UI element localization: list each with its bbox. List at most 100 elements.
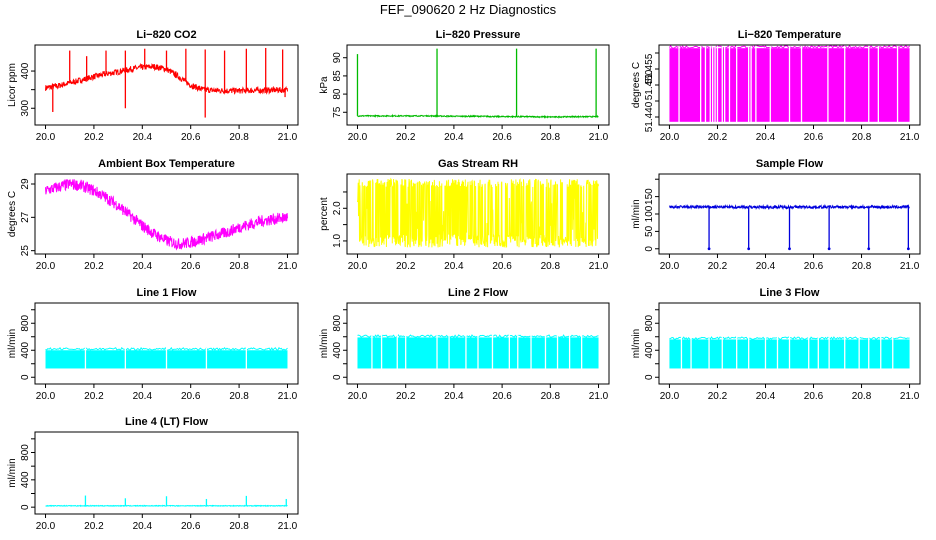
y-axis-label: degrees C xyxy=(7,191,18,237)
x-tick-label: 20.6 xyxy=(492,391,512,402)
x-tick-label: 20.2 xyxy=(84,391,104,402)
y-tick-label: 400 xyxy=(20,341,31,358)
y-tick-label: 50 xyxy=(644,225,655,237)
x-tick-label: 20.2 xyxy=(396,391,416,402)
panel-title: Line 4 (LT) Flow xyxy=(125,416,208,428)
x-tick-label: 20.4 xyxy=(756,132,776,143)
panel-10: Line 4 (LT) Flow 20.0 20.2 20.4 20.6 20.8 21.0… xyxy=(7,416,299,532)
x-tick-label: 20.0 xyxy=(348,132,368,143)
panel-7: Line 1 Flow 20.0 20.2 20.4 20.6 20.8 21.0 0 400 8… xyxy=(7,287,299,402)
y-tick-label: 800 xyxy=(332,314,343,331)
plot-frame xyxy=(34,173,299,255)
x-tick-label: 20.4 xyxy=(133,261,153,272)
x-tick-label: 20.2 xyxy=(708,261,728,272)
plot-area xyxy=(668,45,910,123)
x-tick-label: 20.8 xyxy=(852,132,872,143)
x-tick-label: 20.8 xyxy=(852,261,872,272)
y-tick-label: 800 xyxy=(20,444,31,461)
y-tick-label: 51.440 xyxy=(644,101,655,132)
y-axis-label: degrees C xyxy=(631,62,642,108)
y-tick-label: 29 xyxy=(20,178,31,190)
y-tick-label: 400 xyxy=(332,341,343,358)
data-point xyxy=(827,247,831,251)
y-axis-label: kPa xyxy=(319,76,330,94)
x-tick-label: 20.8 xyxy=(541,261,561,272)
plot-frame xyxy=(34,302,299,385)
x-tick-label: 21.0 xyxy=(278,521,298,532)
y-tick-label: 0 xyxy=(644,374,655,380)
y-tick-label: 51.450 xyxy=(644,69,655,100)
panel-title: Ambient Box Temperature xyxy=(98,158,235,170)
y-tick-label: 90 xyxy=(332,52,343,64)
x-tick-label: 21.0 xyxy=(589,391,609,402)
x-tick-label: 20.2 xyxy=(84,521,104,532)
data-point xyxy=(867,247,871,251)
y-tick-label: 100 xyxy=(644,205,655,222)
x-tick-label: 20.6 xyxy=(804,391,824,402)
x-tick-label: 20.8 xyxy=(541,132,561,143)
x-tick-label: 20.6 xyxy=(804,261,824,272)
y-tick-label: 25 xyxy=(20,245,31,257)
y-tick-label: 0 xyxy=(644,246,655,252)
x-tick-label: 20.0 xyxy=(36,521,56,532)
x-tick-label: 20.4 xyxy=(444,391,464,402)
y-tick-label: 400 xyxy=(20,471,31,488)
x-tick-label: 21.0 xyxy=(900,391,920,402)
x-tick-label: 21.0 xyxy=(900,261,920,272)
plot-frame xyxy=(34,431,299,515)
panel-title: Gas Stream RH xyxy=(438,158,518,170)
x-tick-label: 20.4 xyxy=(133,391,153,402)
data-point xyxy=(707,247,711,251)
y-axis-label: ml/min xyxy=(631,199,642,228)
x-tick-label: 20.2 xyxy=(708,132,728,143)
panel-2: Li−820 Pressure 20.0 20.2 20.4 20.6 20.8 21.0 7… xyxy=(319,29,610,143)
plot-area xyxy=(45,47,288,118)
data-series xyxy=(357,113,599,119)
x-tick-label: 21.0 xyxy=(900,132,920,143)
y-axis-label: ml/min xyxy=(7,458,18,487)
x-tick-label: 20.2 xyxy=(84,132,104,143)
y-tick-label: 1.0 xyxy=(332,234,343,248)
panel-9: Line 3 Flow 20.0 20.2 20.4 20.6 20.8 21.0 0 400 8… xyxy=(631,287,921,402)
x-tick-label: 20.6 xyxy=(492,132,512,143)
data-series xyxy=(357,177,599,248)
y-tick-label: 0 xyxy=(20,374,31,380)
x-tick-label: 20.0 xyxy=(660,132,680,143)
plot-area xyxy=(669,203,910,251)
panel-8: Line 2 Flow 20.0 20.2 20.4 20.6 20.8 21.0 0 400 8… xyxy=(319,287,610,402)
x-tick-label: 20.6 xyxy=(181,391,201,402)
plot-area xyxy=(45,495,288,508)
panel-title: Line 3 Flow xyxy=(760,287,820,299)
y-tick-label: 85 xyxy=(332,70,343,82)
plot-area xyxy=(357,334,599,370)
panel-title: Sample Flow xyxy=(756,158,824,170)
data-point xyxy=(906,247,910,251)
plot-frame xyxy=(658,302,921,385)
x-tick-label: 20.4 xyxy=(133,132,153,143)
data-point xyxy=(788,247,791,251)
x-tick-label: 20.8 xyxy=(229,261,249,272)
panel-grid: Li−820 CO2 20.0 20.2 20.4 20.6 20.8 21.0 300 400… xyxy=(7,29,921,532)
plot-area xyxy=(356,48,599,119)
y-tick-label: 0 xyxy=(20,504,31,510)
x-tick-label: 21.0 xyxy=(278,391,298,402)
x-tick-label: 20.0 xyxy=(36,261,56,272)
panel-title: Li−820 Temperature xyxy=(738,29,841,41)
panel-title: Li−820 CO2 xyxy=(136,29,196,41)
x-tick-label: 20.0 xyxy=(348,261,368,272)
data-point xyxy=(747,247,751,251)
x-tick-label: 20.6 xyxy=(181,261,201,272)
figure-title: FEF_090620 2 Hz Diagnostics xyxy=(380,2,557,17)
panel-5: Gas Stream RH 20.0 20.2 20.4 20.6 20.8 21.0 1.0… xyxy=(319,158,610,272)
x-tick-label: 20.8 xyxy=(229,132,249,143)
y-tick-label: 80 xyxy=(332,88,343,100)
y-tick-label: 51.455 xyxy=(644,53,655,84)
plot-area xyxy=(669,336,910,370)
panel-6: Sample Flow 20.0 20.2 20.4 20.6 20.8 21.0 0 50 10… xyxy=(631,158,921,272)
x-tick-label: 21.0 xyxy=(278,261,298,272)
x-tick-label: 21.0 xyxy=(278,132,298,143)
x-tick-label: 20.4 xyxy=(444,132,464,143)
x-tick-label: 20.8 xyxy=(852,391,872,402)
x-tick-label: 20.6 xyxy=(804,132,824,143)
